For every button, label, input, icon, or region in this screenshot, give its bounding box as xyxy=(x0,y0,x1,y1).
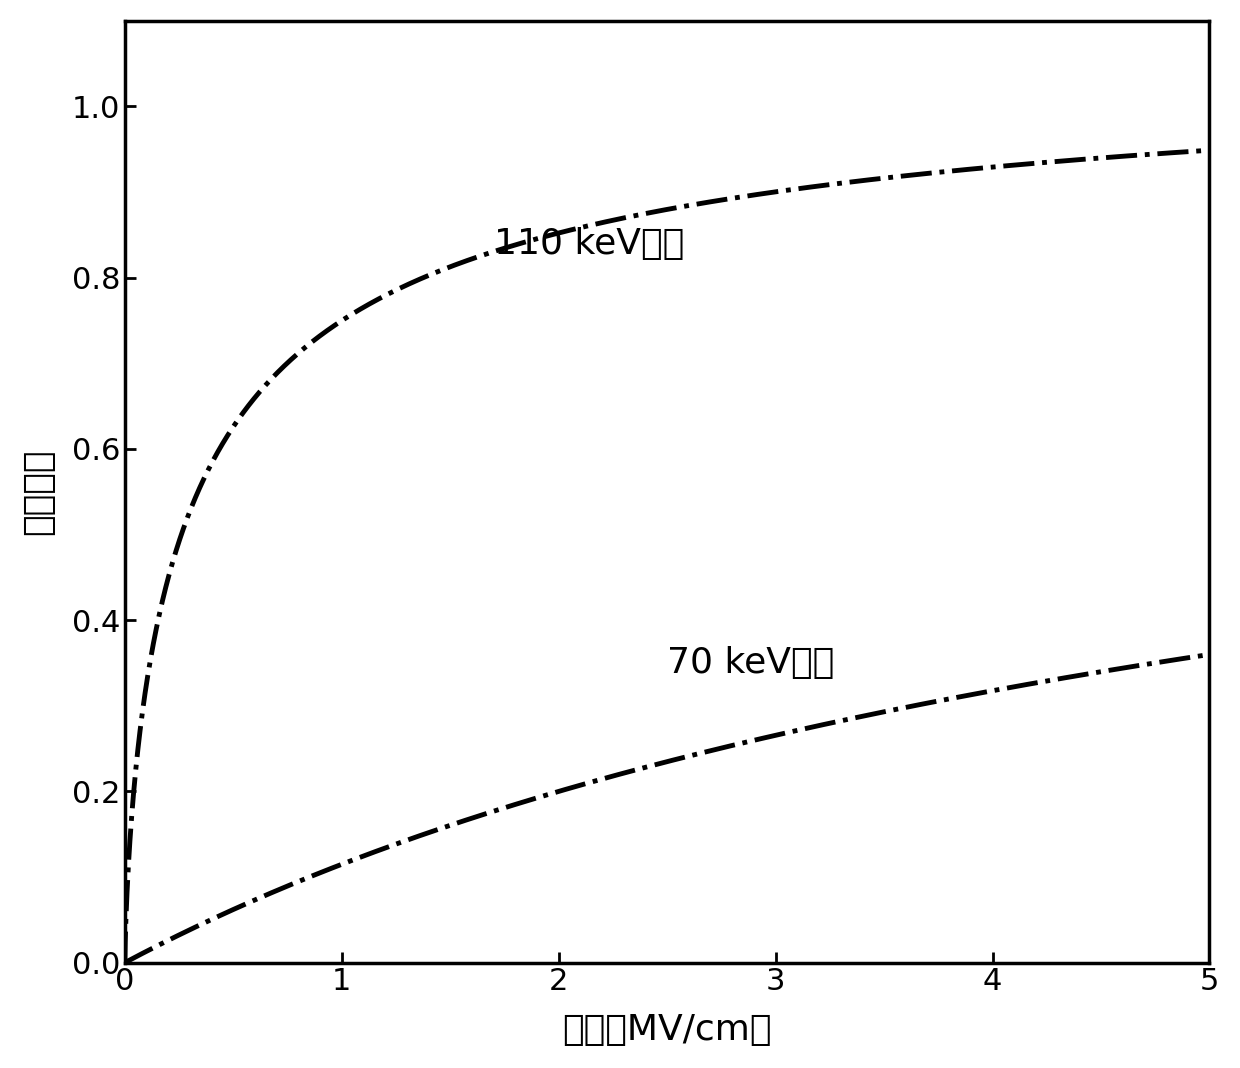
Y-axis label: 复合系数: 复合系数 xyxy=(21,449,55,535)
X-axis label: 电场（MV/cm）: 电场（MV/cm） xyxy=(563,1014,773,1047)
Text: 110 keV电子: 110 keV电子 xyxy=(494,226,684,261)
Text: 70 keV质子: 70 keV质子 xyxy=(667,646,835,680)
